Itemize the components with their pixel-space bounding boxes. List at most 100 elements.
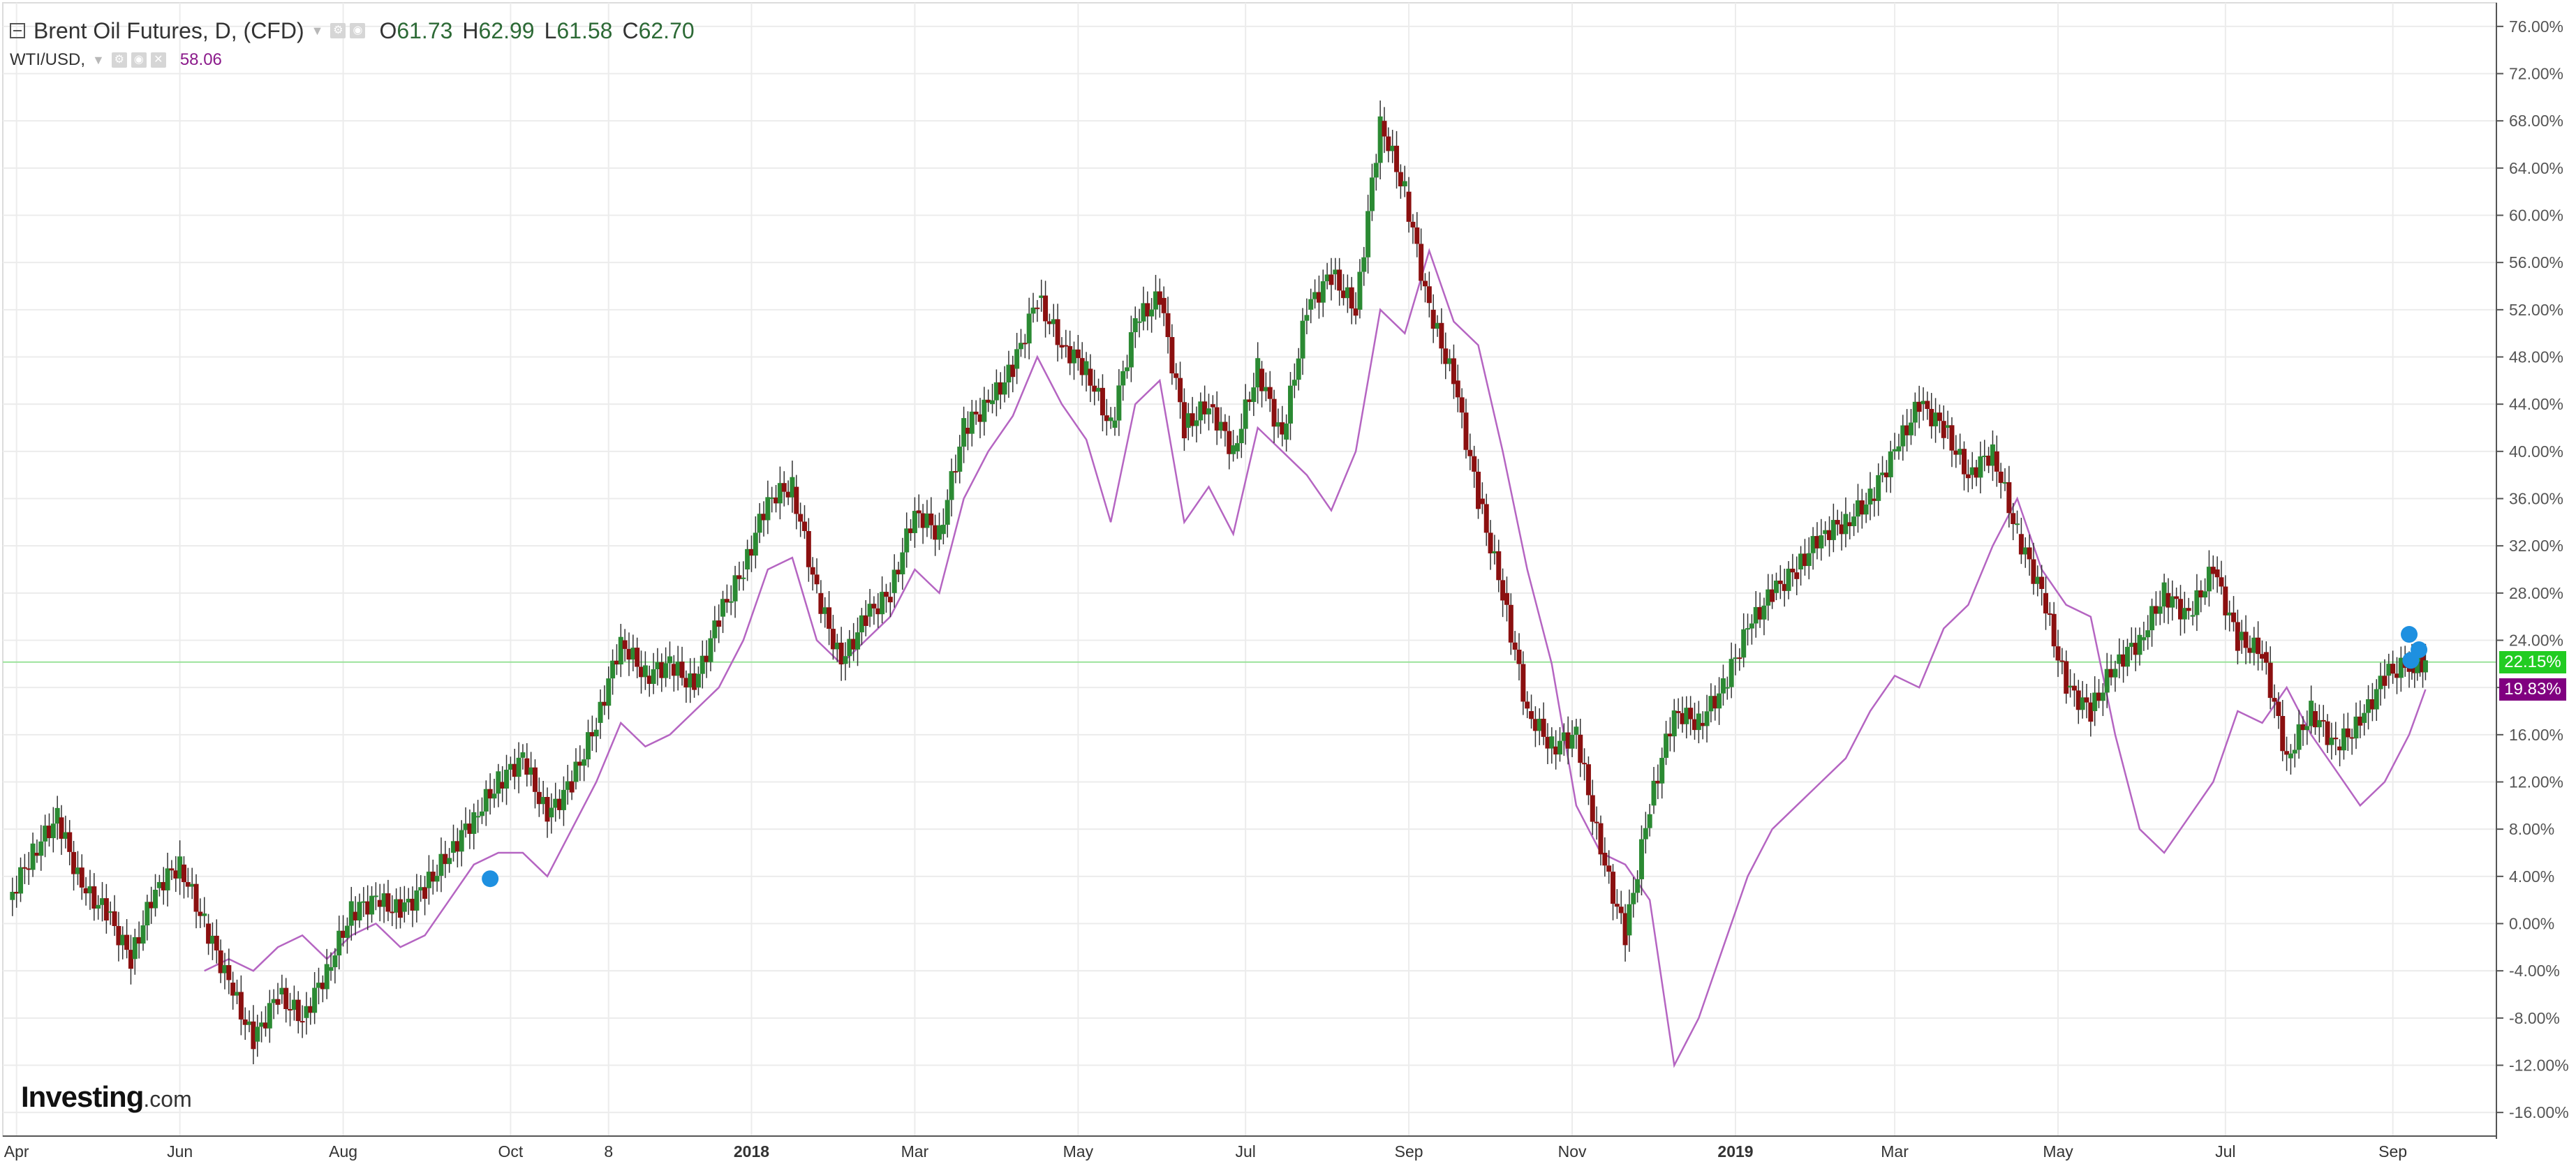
candle-body xyxy=(214,935,219,950)
candle-body xyxy=(1443,348,1449,364)
candle-body xyxy=(324,964,330,990)
candle-body xyxy=(1611,872,1616,904)
candle-body xyxy=(532,767,538,792)
candle-body xyxy=(1998,471,2004,484)
candle-body xyxy=(602,701,607,706)
candle-body xyxy=(1532,719,1538,731)
price-tick-label: 56.00% xyxy=(2509,253,2563,271)
candle-body xyxy=(1516,649,1522,664)
candle-body xyxy=(1814,536,1820,549)
candle-body xyxy=(1675,711,1681,713)
collapse-icon[interactable] xyxy=(10,23,25,38)
candle-body xyxy=(1304,315,1310,321)
candle-body xyxy=(2022,547,2028,555)
candle-body xyxy=(618,636,623,665)
candle-body xyxy=(100,898,105,905)
candle-body xyxy=(2353,716,2359,739)
candle-body xyxy=(1717,693,1722,709)
candle-body xyxy=(353,911,358,920)
candle-body xyxy=(1700,722,1705,726)
candle-body xyxy=(679,662,685,678)
candle-body xyxy=(385,893,391,912)
chevron-down-icon[interactable]: ▼ xyxy=(92,52,105,67)
candle-body xyxy=(2329,738,2334,745)
candle-body xyxy=(267,1003,272,1029)
candle-body xyxy=(867,604,873,617)
candle-body xyxy=(1072,349,1077,364)
candle-body xyxy=(156,881,162,888)
candle-body xyxy=(426,872,431,888)
compare-series-legend[interactable]: WTI/USD, ▼ ⚙ ◉ ✕ 58.06 xyxy=(10,46,695,74)
candle-body xyxy=(1553,746,1559,755)
candle-body xyxy=(785,491,791,498)
visibility-icon[interactable]: ◉ xyxy=(350,23,366,38)
candle-body xyxy=(757,514,762,533)
candle-body xyxy=(2386,664,2392,676)
time-tick-label: 2019 xyxy=(1717,1142,1753,1161)
candle-body xyxy=(2145,630,2151,638)
candle-body xyxy=(414,890,420,911)
time-tick-label: May xyxy=(1063,1142,1094,1161)
candle-body xyxy=(1810,536,1816,553)
candle-body xyxy=(1585,764,1591,796)
settings-icon[interactable]: ⚙ xyxy=(330,23,346,38)
candle-body xyxy=(1353,308,1359,316)
candle-body xyxy=(1982,455,1987,457)
candle-body xyxy=(91,886,97,909)
candle-body xyxy=(2267,662,2273,699)
candle-body xyxy=(622,640,628,649)
candle-body xyxy=(238,992,244,1020)
candle-body xyxy=(2394,673,2399,678)
candle-body xyxy=(87,886,93,894)
candle-body xyxy=(536,791,542,805)
visibility-icon[interactable]: ◉ xyxy=(131,52,147,68)
candle-body xyxy=(1002,382,1007,395)
candle-body xyxy=(1549,736,1555,749)
candle-body xyxy=(1598,823,1604,855)
candle-body xyxy=(454,841,460,852)
price-tick-label: -8.00% xyxy=(2509,1009,2560,1027)
close-icon[interactable]: ✕ xyxy=(150,52,166,68)
candle-body xyxy=(724,599,730,603)
candle-body xyxy=(557,798,563,810)
candle-body xyxy=(430,872,436,882)
candle-body xyxy=(1786,568,1791,591)
candle-body xyxy=(1333,269,1338,275)
candle-body xyxy=(2011,513,2016,525)
candle-body xyxy=(401,902,407,912)
candle-body xyxy=(34,853,40,856)
candle-body xyxy=(1165,313,1171,338)
candle-body xyxy=(1692,719,1698,731)
settings-icon[interactable]: ⚙ xyxy=(111,52,127,68)
pivot-marker-icon xyxy=(2402,652,2420,669)
candle-body xyxy=(2251,637,2257,653)
candle-body xyxy=(1667,733,1673,737)
candle-body xyxy=(410,898,415,911)
time-tick-label: May xyxy=(2043,1142,2073,1161)
time-tick-label: Jul xyxy=(1235,1142,1255,1161)
main-series-legend[interactable]: Brent Oil Futures, D, (CFD) ▼ ⚙ ◉ O 61.73… xyxy=(10,15,695,46)
candle-body xyxy=(1426,286,1432,304)
candle-body xyxy=(2206,567,2212,592)
candle-body xyxy=(545,797,550,822)
candle-body xyxy=(1773,580,1779,593)
candle-body xyxy=(945,500,950,525)
time-tick-label: Oct xyxy=(498,1142,523,1161)
open-value: 61.73 xyxy=(397,17,453,43)
candle-body xyxy=(1827,530,1833,540)
candle-body xyxy=(1896,446,1902,452)
chevron-down-icon[interactable]: ▼ xyxy=(311,23,324,38)
candle-body xyxy=(54,807,60,824)
candle-body xyxy=(2296,724,2302,750)
candle-body xyxy=(2341,728,2346,751)
time-tick-label: 2018 xyxy=(734,1142,769,1161)
candle-body xyxy=(1275,422,1281,427)
price-tick-label: -4.00% xyxy=(2509,962,2560,980)
candle-body xyxy=(2100,692,2105,701)
candle-body xyxy=(1606,865,1612,872)
candle-body xyxy=(1847,522,1853,527)
candle-body xyxy=(589,732,595,737)
candle-body xyxy=(2161,582,2167,607)
candle-body xyxy=(883,592,889,597)
